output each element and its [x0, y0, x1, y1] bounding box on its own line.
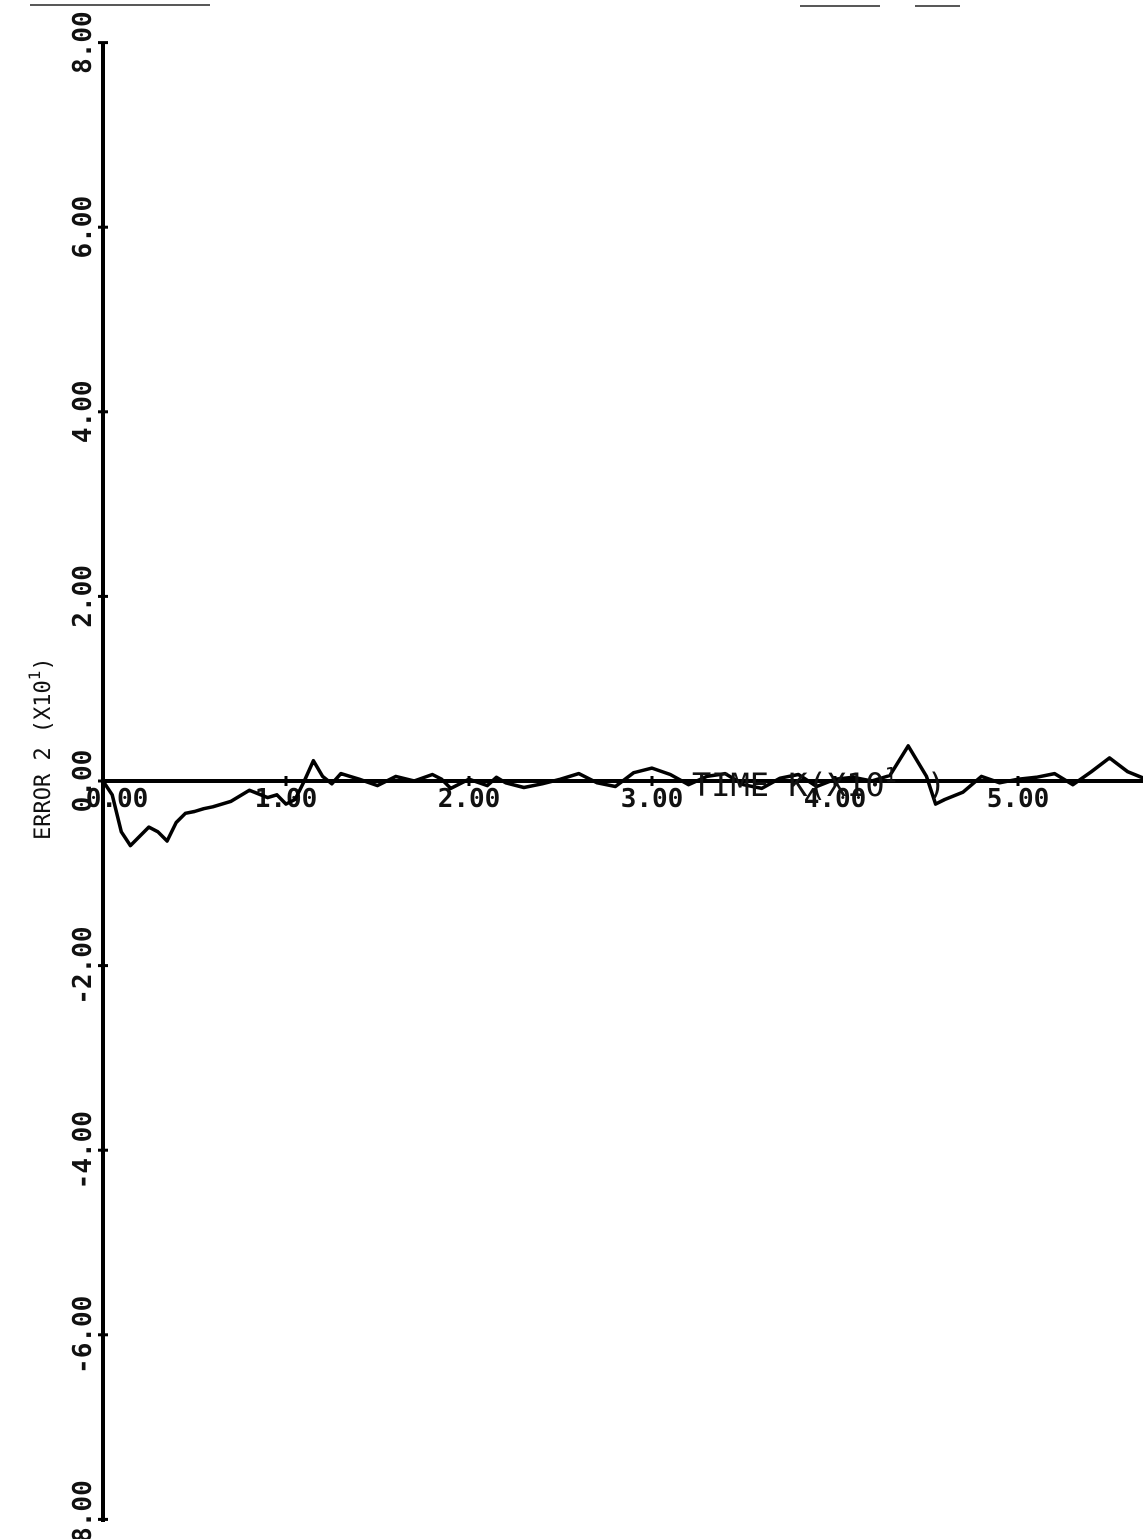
y-tick-label: -8.00: [68, 1480, 98, 1539]
x-tick-label: 5.00: [987, 784, 1050, 814]
x-axis: 0.00 1.00 2.00 3.00 4.00 5.00: [86, 776, 1143, 814]
y-tick-label: 2.00: [68, 565, 98, 628]
y-axis-title-label: ERROR 2: [31, 747, 56, 840]
x-tick-label: 1.00: [255, 784, 318, 814]
series-error-2-line: [101, 744, 1143, 848]
y-axis-title-multiplier: (X10: [31, 680, 56, 733]
y-tick-label: 0.00: [68, 750, 98, 813]
y-ticks: 8.00 6.00 4.00 2.00 0.00 -2.00 -4.00 -6.00 -8.00: [68, 11, 108, 1539]
y-tick-label: -6.00: [68, 1296, 98, 1374]
y-axis-title-exponent: 1: [25, 671, 44, 681]
x-axis-title-close: ): [927, 766, 946, 804]
x-axis-title-exponent: 1: [885, 763, 897, 787]
y-axis: 8.00 6.00 4.00 2.00 0.00 -2.00 -4.00 -6.00 -8.00: [68, 11, 108, 1539]
y-tick-label: 6.00: [68, 196, 98, 259]
y-axis-title: ERROR 2 (X101): [25, 657, 56, 840]
x-ticks: 0.00 1.00 2.00 3.00 4.00 5.00: [86, 776, 1050, 814]
svg-text:ERROR 2(X101): ERROR 2 (X101): [25, 657, 56, 840]
y-tick-label: -4.00: [68, 1111, 98, 1189]
y-tick-label: 8.00: [68, 11, 98, 74]
x-axis-title: TIME K(X101): [692, 763, 946, 804]
x-tick-label: 4.00: [804, 784, 867, 814]
x-tick-label: 2.00: [438, 784, 501, 814]
y-tick-label: 4.00: [68, 380, 98, 443]
y-tick-label: -2.00: [68, 926, 98, 1004]
x-tick-label: 3.00: [621, 784, 684, 814]
scan-artifacts: [30, 4, 960, 7]
y-axis-title-close: ): [31, 657, 56, 670]
